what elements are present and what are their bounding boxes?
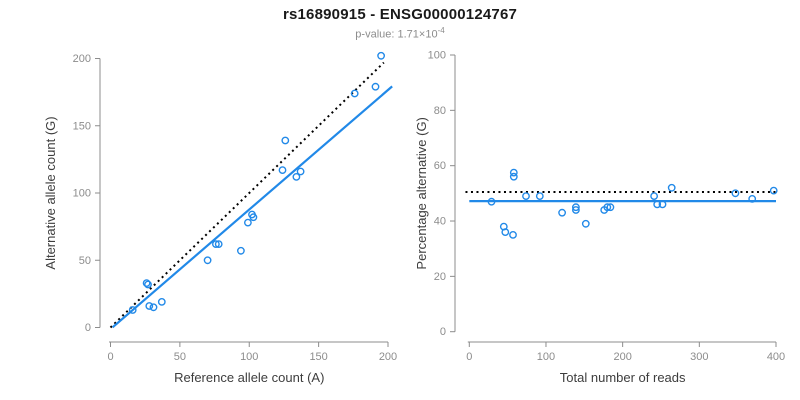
data-point — [371, 82, 380, 91]
data-point — [769, 186, 778, 195]
data-point — [149, 303, 158, 312]
y-tick-label: 60 — [434, 160, 446, 172]
data-point — [214, 240, 223, 249]
data-point — [243, 218, 252, 227]
data-point — [509, 230, 517, 239]
data-point — [278, 166, 287, 175]
data-point — [581, 219, 590, 228]
figure-header: rs16890915 - ENSG00000124767 p-value: 1.… — [0, 6, 800, 41]
y-axis-title: Percentage alternative (G) — [414, 117, 429, 269]
y-tick-label: 40 — [434, 216, 446, 228]
data-point — [142, 279, 151, 287]
x-axis-title: Total number of reads — [560, 370, 686, 385]
data-point — [558, 208, 566, 217]
data-point — [249, 213, 258, 222]
p-value-exponent: -4 — [437, 26, 445, 35]
y-tick-label: 0 — [440, 326, 446, 338]
allele-counts-scatter: 0 50 100 150 200 0 50 100 150 200 Reference allele… — [43, 51, 397, 385]
x-tick-label: 150 — [309, 351, 327, 363]
x-tick-label: 0 — [107, 351, 113, 363]
data-point — [144, 280, 152, 289]
data-point — [157, 297, 166, 306]
x-axis-title: Reference allele count (A) — [174, 370, 324, 385]
y-tick-label: 100 — [428, 50, 446, 62]
data-point — [128, 306, 137, 314]
data-point — [350, 89, 359, 98]
data-point — [203, 256, 212, 265]
data-point — [501, 228, 510, 237]
data-point — [653, 200, 662, 209]
y-tick-label: 100 — [73, 188, 91, 200]
data-point — [145, 302, 154, 310]
x-tick-label: 400 — [767, 351, 785, 363]
x-tick-label: 100 — [240, 351, 258, 363]
x-tick-label: 100 — [537, 351, 555, 363]
data-point — [487, 197, 496, 206]
y-axis-title: Alternative allele count (G) — [43, 116, 58, 269]
x-tick-label: 50 — [174, 351, 186, 363]
data-point — [292, 172, 301, 181]
data-point — [606, 203, 615, 212]
regression-fit-line — [111, 85, 393, 329]
y-tick-label: 0 — [85, 322, 91, 334]
p-value-text: p-value: 1.71×10 — [355, 28, 438, 41]
data-point — [572, 203, 580, 212]
data-point — [667, 183, 676, 192]
x-tick-label: 200 — [613, 351, 631, 363]
data-point — [522, 192, 530, 201]
data-point — [603, 203, 612, 212]
identity-diagonal-line — [109, 61, 385, 329]
data-point — [236, 246, 245, 255]
data-point — [509, 172, 518, 181]
data-point — [281, 136, 290, 145]
data-point — [572, 206, 580, 214]
data-point — [731, 189, 740, 198]
data-point — [650, 192, 658, 201]
data-point — [509, 168, 518, 177]
figure-title: rs16890915 - ENSG00000124767 — [282, 6, 518, 23]
x-tick-label: 0 — [466, 351, 472, 363]
y-tick-label: 200 — [73, 53, 91, 65]
y-tick-label: 20 — [434, 271, 446, 283]
data-point — [658, 200, 667, 209]
y-tick-label: 80 — [434, 105, 446, 117]
y-tick-label: 50 — [79, 255, 91, 267]
data-point — [377, 51, 385, 60]
percentage-alternative-scatter: 0 20 40 60 80 100 0 100 200 300 400 Total number of… — [414, 50, 785, 386]
y-tick-label: 150 — [73, 120, 91, 132]
x-tick-label: 200 — [379, 351, 397, 363]
figure-subtitle: p-value: 1.71×10-4 — [0, 26, 800, 41]
data-point — [535, 192, 544, 201]
data-point — [296, 167, 305, 176]
data-point — [211, 240, 220, 249]
x-tick-label: 300 — [690, 351, 708, 363]
data-point — [748, 194, 757, 203]
